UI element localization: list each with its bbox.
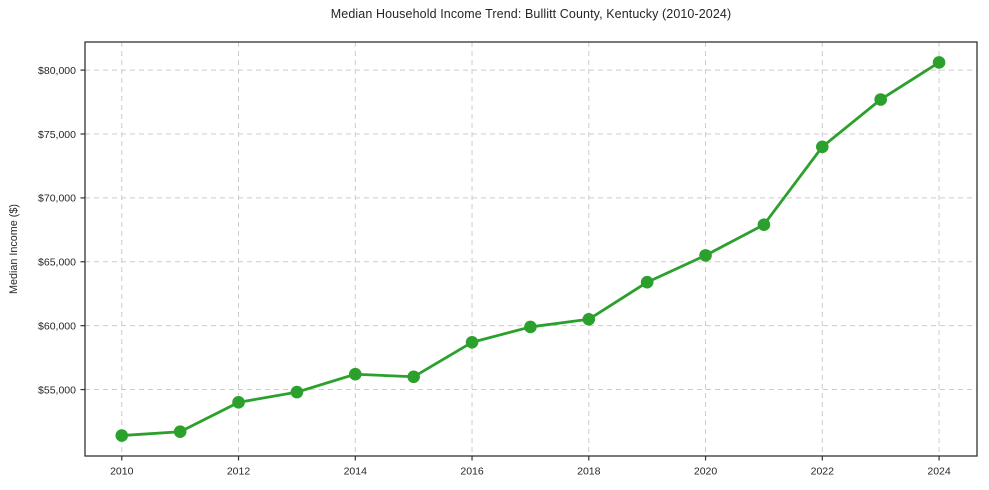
- data-point-2017: [524, 320, 537, 334]
- x-tick-label: 2022: [811, 466, 835, 478]
- y-tick-label: $55,000: [38, 384, 76, 396]
- x-tick-label: 2012: [227, 466, 251, 478]
- x-tick-label: 2018: [577, 466, 601, 478]
- data-point-2014: [348, 367, 362, 381]
- data-point-2023: [874, 93, 887, 106]
- x-tick-label: 2014: [344, 466, 368, 478]
- data-point-2013: [290, 385, 304, 399]
- y-tick-label: $80,000: [38, 65, 76, 77]
- data-point-2024: [932, 56, 946, 69]
- y-tick-label: $60,000: [38, 320, 76, 332]
- data-point-2012: [232, 396, 245, 409]
- data-point-2015: [407, 370, 420, 384]
- x-tick-label: 2024: [927, 466, 951, 478]
- y-tick-label: $70,000: [38, 193, 76, 205]
- data-point-2021: [757, 218, 771, 232]
- data-point-2022: [816, 140, 829, 154]
- data-point-2018: [582, 312, 596, 326]
- chart-title: Median Household Income Trend: Bullitt C…: [330, 7, 732, 21]
- data-point-2019: [640, 275, 654, 289]
- x-tick-label: 2020: [694, 466, 718, 478]
- x-tick-label: 2016: [460, 466, 484, 478]
- data-point-2011: [173, 425, 187, 439]
- y-tick-label: $65,000: [38, 257, 76, 269]
- data-point-2016: [465, 335, 479, 349]
- plot-frame: [84, 41, 978, 457]
- data-point-2010: [115, 429, 129, 442]
- data-point-2020: [699, 249, 712, 262]
- x-tick-label: 2010: [110, 466, 134, 478]
- y-tick-label: $75,000: [38, 129, 76, 141]
- trend-line: [120, 61, 941, 437]
